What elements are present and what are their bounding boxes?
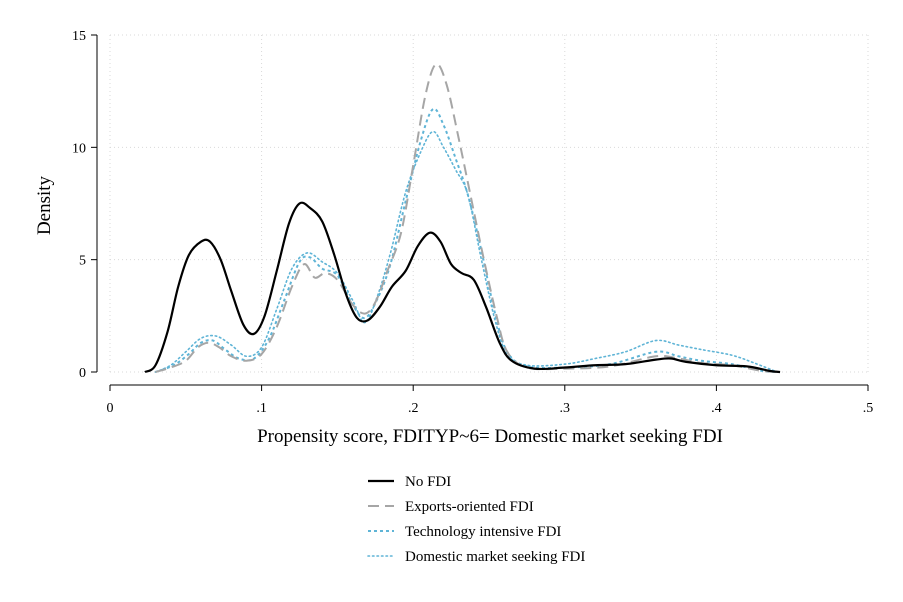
x-tick-label: 0 (107, 401, 114, 416)
y-tick-label: 10 (72, 141, 86, 156)
legend-label: Domestic market seeking FDI (405, 549, 585, 565)
x-tick-label: .2 (408, 401, 419, 416)
grid-layer (109, 34, 869, 373)
series-line-1 (155, 63, 778, 373)
axis-layer: 0 5 10 15 0 .1 .2 .3 .4 .5 (72, 29, 873, 416)
x-tick-label: .4 (711, 401, 722, 416)
legend: No FDI Exports-oriented FDI Technology int… (367, 474, 585, 565)
x-tick-label: .1 (256, 401, 267, 416)
series-layer (144, 63, 781, 374)
y-tick-label: 15 (72, 29, 86, 44)
legend-label: Technology intensive FDI (405, 524, 561, 540)
series-line-3 (154, 130, 778, 373)
x-tick-label: .3 (560, 401, 571, 416)
series-line-2 (155, 107, 778, 373)
legend-label: No FDI (405, 474, 451, 490)
y-tick-label: 0 (79, 366, 86, 381)
x-axis-title: Propensity score, FDITYP~6= Domestic mar… (257, 426, 723, 447)
y-axis-title: Density (34, 175, 55, 235)
x-tick-label: .5 (863, 401, 874, 416)
legend-label: Exports-oriented FDI (405, 499, 534, 515)
series-line-0 (144, 201, 781, 374)
y-tick-label: 5 (79, 254, 86, 269)
